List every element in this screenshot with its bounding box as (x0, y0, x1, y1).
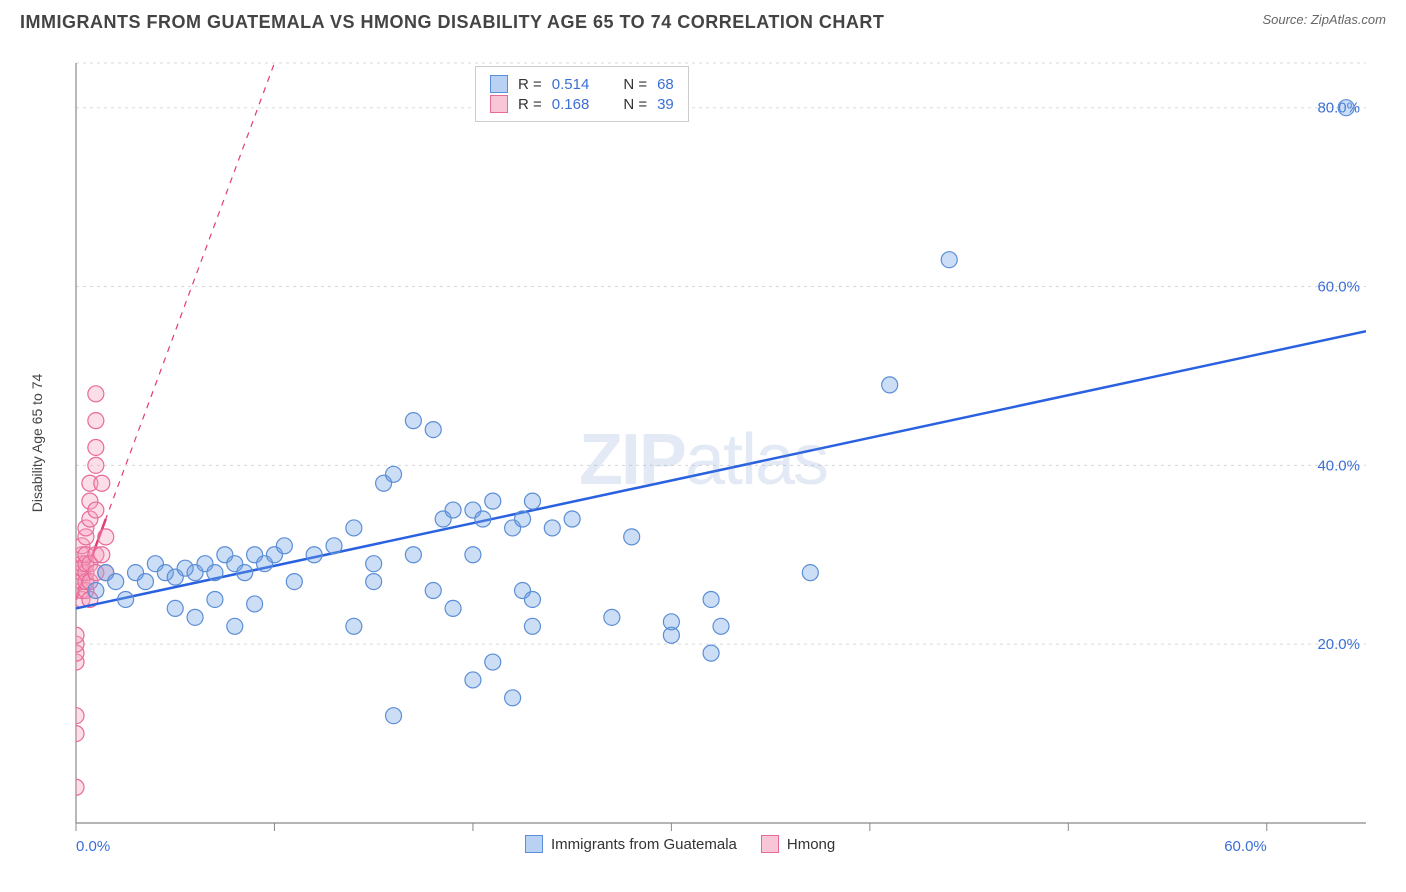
legend-n-label: N = (623, 76, 647, 93)
chart-title: IMMIGRANTS FROM GUATEMALA VS HMONG DISAB… (20, 12, 884, 33)
source-attribution: Source: ZipAtlas.com (1262, 12, 1386, 27)
scatter-chart: 0.0%60.0%20.0%40.0%60.0%80.0%Disability … (20, 48, 1386, 872)
legend-r-value: 0.514 (552, 76, 590, 93)
legend-series: Immigrants from Guatemala Hmong (525, 835, 835, 853)
svg-text:60.0%: 60.0% (1317, 279, 1360, 296)
chart-container: 0.0%60.0%20.0%40.0%60.0%80.0%Disability … (20, 48, 1386, 872)
svg-text:0.0%: 0.0% (76, 838, 110, 855)
legend-series-item: Immigrants from Guatemala (525, 835, 737, 853)
legend-r-label: R = (518, 76, 542, 93)
legend-series-item: Hmong (761, 835, 835, 853)
legend-swatch (490, 75, 508, 93)
source-value: ZipAtlas.com (1311, 12, 1386, 27)
legend-stats: R = 0.514 N = 68 R = 0.168 N = 39 (475, 66, 689, 122)
svg-text:60.0%: 60.0% (1224, 838, 1267, 855)
legend-r-label: R = (518, 96, 542, 113)
legend-series-name: Immigrants from Guatemala (551, 836, 737, 853)
source-label: Source: (1262, 12, 1310, 27)
svg-text:20.0%: 20.0% (1317, 636, 1360, 653)
legend-swatch (761, 835, 779, 853)
legend-stats-row: R = 0.168 N = 39 (490, 95, 674, 113)
legend-swatch (525, 835, 543, 853)
legend-swatch (490, 95, 508, 113)
svg-text:40.0%: 40.0% (1317, 457, 1360, 474)
legend-n-label: N = (623, 96, 647, 113)
legend-stats-row: R = 0.514 N = 68 (490, 75, 674, 93)
legend-r-value: 0.168 (552, 96, 590, 113)
legend-series-name: Hmong (787, 836, 835, 853)
svg-text:Disability Age 65 to 74: Disability Age 65 to 74 (29, 374, 45, 513)
legend-n-value: 68 (657, 76, 674, 93)
legend-n-value: 39 (657, 96, 674, 113)
